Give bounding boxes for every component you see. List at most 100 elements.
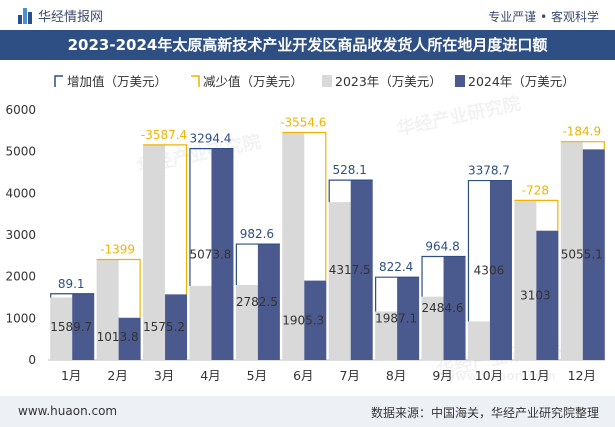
watermark: 华经产业研究院 [395, 92, 523, 140]
change-bracket-increase [50, 293, 95, 298]
legend-label: 减少值（万美元） [203, 74, 303, 89]
legend-item: 2023年（万美元） [322, 74, 442, 89]
legend-item: 增加值（万美元） [54, 74, 167, 89]
y-tick-label: 5000 [5, 145, 36, 159]
bar-2023 [50, 297, 73, 360]
x-tick-label: 10月 [475, 368, 503, 383]
legend-label: 增加值（万美元） [67, 74, 167, 89]
x-tick-label: 4月 [200, 368, 220, 383]
bar-2023 [189, 285, 212, 360]
change-bracket-increase [235, 243, 280, 286]
chart: 华经产业研究院华经产业研究院华经产业研究院www.huaon.com 增加值（万… [5, 74, 605, 383]
x-tick-label: 7月 [339, 368, 359, 383]
value-label: 1013.8 [97, 330, 139, 344]
change-label: 89.1 [58, 277, 85, 291]
chart-title: 2023-2024年太原高新技术产业开发区商品收发货人所在地月度进口额 [0, 30, 615, 60]
legend-item: 减少值（万美元） [191, 74, 303, 89]
change-label: 982.6 [240, 227, 274, 241]
tagline: 专业严谨 • 客观科学 [488, 10, 599, 24]
x-tick-label: 11月 [521, 368, 549, 383]
change-bracket-decrease [514, 199, 559, 231]
change-label: 3378.7 [468, 164, 510, 178]
change-label: -3554.6 [280, 116, 326, 130]
bar-2024 [211, 148, 234, 360]
bar-2023 [467, 321, 490, 360]
change-label: 964.8 [425, 239, 459, 253]
change-label: -1399 [100, 242, 135, 256]
bar-2023 [282, 132, 305, 360]
legend-swatch [455, 75, 465, 87]
change-label: -3587.4 [141, 128, 187, 142]
bar-2023 [235, 285, 258, 360]
x-tick-label: 8月 [386, 368, 406, 383]
change-label: -184.9 [562, 125, 601, 139]
bar-2023 [328, 202, 351, 360]
value-label: 1575.2 [143, 320, 185, 334]
x-tick-label: 5月 [247, 368, 267, 383]
change-bracket-increase [375, 276, 420, 312]
x-tick-label: 2月 [107, 368, 127, 383]
footer-site: www.huaon.com [18, 404, 118, 418]
bar-2024 [397, 277, 420, 360]
change-bracket-decrease [143, 144, 188, 295]
brand-name: 华经情报网 [38, 10, 104, 25]
x-tick-label: 9月 [432, 368, 452, 383]
value-label: 1905.3 [282, 313, 324, 327]
bar-2023 [560, 141, 583, 360]
value-label: 4317.5 [329, 263, 371, 277]
value-label: 3103 [520, 288, 551, 302]
bar-2024 [118, 317, 141, 360]
change-label: 3294.4 [189, 132, 231, 146]
change-bracket-increase [328, 179, 373, 203]
bar-2023 [375, 311, 398, 360]
value-label: 2484.6 [422, 301, 464, 315]
x-tick-label: 6月 [293, 368, 313, 383]
change-label: 528.1 [333, 163, 367, 177]
legend-label: 2024年（万美元） [468, 74, 575, 89]
change-bracket-increase [421, 255, 466, 297]
bar-2024 [489, 180, 512, 360]
bar-2024 [582, 149, 605, 360]
legend-swatch-decrease [191, 75, 200, 87]
brand: 华经情报网 [18, 6, 103, 25]
value-label: 4306 [474, 263, 505, 277]
x-tick-label: 12月 [568, 368, 596, 383]
x-tick-label: 3月 [154, 368, 174, 383]
legend-swatch [322, 75, 332, 87]
bar-2024 [72, 293, 95, 360]
change-bracket-decrease [282, 131, 327, 281]
y-tick-label: 0 [28, 353, 36, 367]
y-tick-label: 4000 [5, 186, 36, 200]
top-bar: 华经情报网 专业严谨 • 客观科学 [0, 0, 615, 30]
change-bracket-increase [467, 179, 512, 322]
brand-logo-icon [18, 7, 32, 24]
bar-2024 [536, 230, 559, 360]
footer-source: 数据来源：中国海关，华经产业研究院整理 [370, 406, 599, 420]
bar-2023 [421, 296, 444, 360]
value-label: 5055.1 [561, 248, 603, 262]
change-bracket-decrease [560, 141, 605, 150]
bar-2024 [165, 294, 188, 360]
value-label: 1589.7 [50, 320, 92, 334]
value-label: 1987.1 [375, 312, 417, 326]
y-tick-label: 3000 [5, 228, 36, 242]
value-label: 5073.8 [189, 247, 231, 261]
bar-2023 [143, 144, 166, 360]
bar-2023 [514, 200, 537, 360]
legend-item: 2024年（万美元） [455, 74, 575, 89]
change-label: -728 [522, 183, 549, 197]
legend-label: 2023年（万美元） [335, 74, 442, 89]
bar-2024 [443, 256, 466, 360]
change-bracket-decrease [96, 258, 141, 318]
bar-2024 [257, 244, 280, 360]
legend-swatch-increase [54, 75, 63, 87]
change-label: 822.4 [379, 260, 413, 274]
bar-2024 [350, 180, 373, 360]
change-bracket-increase [189, 147, 234, 286]
x-tick-label: 1月 [61, 368, 81, 383]
watermark: www.huaon.com [444, 369, 555, 383]
value-label: 2782.5 [236, 295, 278, 309]
bar-2023 [96, 259, 119, 360]
y-tick-label: 2000 [5, 270, 36, 284]
bar-2024 [304, 280, 327, 360]
